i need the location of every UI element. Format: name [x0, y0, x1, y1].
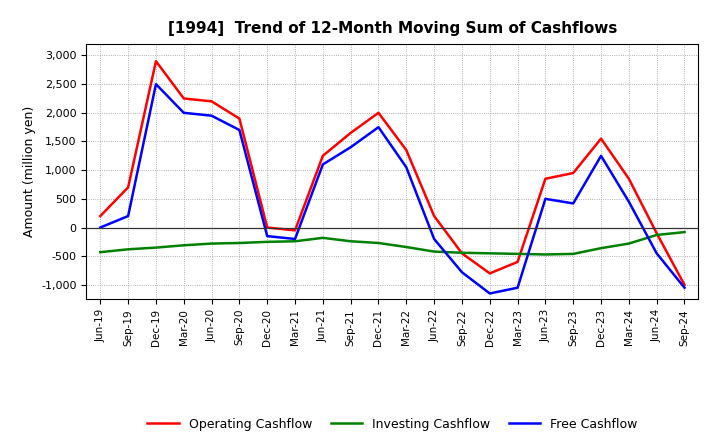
Operating Cashflow — [458, 251, 467, 256]
Line: Operating Cashflow: Operating Cashflow — [100, 61, 685, 285]
Operating Cashflow — [291, 228, 300, 233]
Free Cashflow — [458, 270, 467, 275]
Operating Cashflow — [374, 110, 383, 115]
Free Cashflow — [235, 128, 243, 133]
Free Cashflow — [374, 125, 383, 130]
Operating Cashflow — [207, 99, 216, 104]
Operating Cashflow — [152, 59, 161, 64]
Operating Cashflow — [318, 153, 327, 158]
Free Cashflow — [541, 196, 550, 202]
Free Cashflow — [318, 162, 327, 167]
Operating Cashflow — [485, 271, 494, 276]
Legend: Operating Cashflow, Investing Cashflow, Free Cashflow: Operating Cashflow, Investing Cashflow, … — [143, 413, 642, 436]
Free Cashflow — [485, 291, 494, 296]
Investing Cashflow — [569, 251, 577, 257]
Investing Cashflow — [318, 235, 327, 241]
Free Cashflow — [263, 234, 271, 239]
Free Cashflow — [652, 251, 661, 256]
Investing Cashflow — [152, 245, 161, 250]
Y-axis label: Amount (million yen): Amount (million yen) — [22, 106, 35, 237]
Investing Cashflow — [624, 241, 633, 246]
Investing Cashflow — [263, 239, 271, 245]
Investing Cashflow — [485, 251, 494, 256]
Investing Cashflow — [402, 244, 410, 249]
Free Cashflow — [597, 153, 606, 158]
Free Cashflow — [680, 285, 689, 290]
Investing Cashflow — [680, 230, 689, 235]
Free Cashflow — [96, 225, 104, 230]
Investing Cashflow — [597, 246, 606, 251]
Title: [1994]  Trend of 12-Month Moving Sum of Cashflows: [1994] Trend of 12-Month Moving Sum of C… — [168, 21, 617, 36]
Free Cashflow — [624, 199, 633, 204]
Operating Cashflow — [346, 130, 355, 136]
Investing Cashflow — [179, 242, 188, 248]
Free Cashflow — [152, 81, 161, 87]
Operating Cashflow — [96, 213, 104, 219]
Free Cashflow — [346, 145, 355, 150]
Operating Cashflow — [124, 185, 132, 190]
Free Cashflow — [124, 213, 132, 219]
Operating Cashflow — [680, 282, 689, 287]
Line: Investing Cashflow: Investing Cashflow — [100, 232, 685, 254]
Investing Cashflow — [96, 249, 104, 255]
Operating Cashflow — [263, 225, 271, 230]
Investing Cashflow — [207, 241, 216, 246]
Operating Cashflow — [569, 170, 577, 176]
Operating Cashflow — [402, 147, 410, 153]
Investing Cashflow — [513, 251, 522, 257]
Line: Free Cashflow: Free Cashflow — [100, 84, 685, 293]
Operating Cashflow — [235, 116, 243, 121]
Operating Cashflow — [430, 213, 438, 219]
Free Cashflow — [569, 201, 577, 206]
Free Cashflow — [179, 110, 188, 115]
Free Cashflow — [513, 285, 522, 290]
Operating Cashflow — [597, 136, 606, 141]
Free Cashflow — [207, 113, 216, 118]
Operating Cashflow — [179, 96, 188, 101]
Investing Cashflow — [235, 240, 243, 246]
Free Cashflow — [402, 165, 410, 170]
Investing Cashflow — [346, 238, 355, 244]
Investing Cashflow — [124, 247, 132, 252]
Investing Cashflow — [458, 250, 467, 255]
Operating Cashflow — [541, 176, 550, 181]
Investing Cashflow — [374, 240, 383, 246]
Investing Cashflow — [430, 249, 438, 254]
Operating Cashflow — [513, 259, 522, 264]
Investing Cashflow — [652, 232, 661, 238]
Investing Cashflow — [541, 252, 550, 257]
Free Cashflow — [291, 236, 300, 242]
Investing Cashflow — [291, 238, 300, 244]
Operating Cashflow — [624, 176, 633, 181]
Operating Cashflow — [652, 231, 661, 236]
Free Cashflow — [430, 236, 438, 242]
